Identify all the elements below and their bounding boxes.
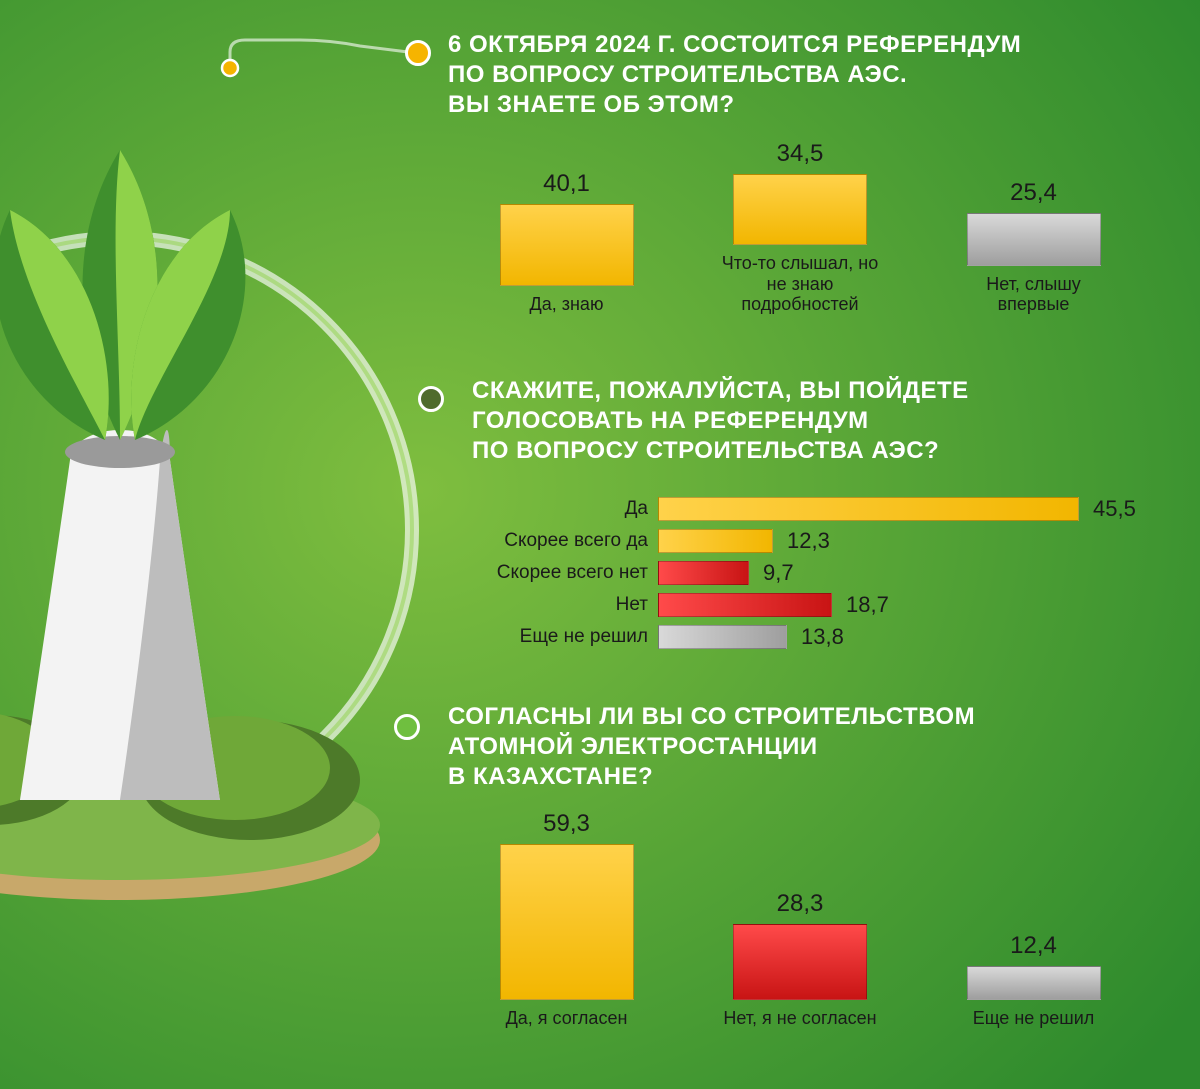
bar-item: 59,3 Да, я согласен <box>450 810 683 1029</box>
question-title: СОГЛАСНЫ ЛИ ВЫ СО СТРОИТЕЛЬСТВОМ АТОМНОЙ… <box>448 702 1188 792</box>
bar-item: 12,4 Еще не решил <box>917 932 1150 1029</box>
bar-item: Скорее всего да 12,3 <box>448 526 1168 556</box>
bar-value: 13,8 <box>801 624 844 650</box>
bar-item: 40,1 Да, знаю <box>450 170 683 315</box>
bar-value: 25,4 <box>1010 179 1057 207</box>
bar-value: 28,3 <box>777 890 824 918</box>
bar <box>967 213 1101 266</box>
bar-item: 25,4 Нет, слышу впервые <box>917 179 1150 315</box>
bar <box>658 561 749 585</box>
bar-label: Еще не решил <box>448 626 658 648</box>
bar <box>733 924 867 1000</box>
bar-label: Нет <box>448 594 658 616</box>
bar-value: 9,7 <box>763 560 794 586</box>
bar-value: 18,7 <box>846 592 889 618</box>
bar-value: 59,3 <box>543 810 590 838</box>
horizontal-bar-chart: Да 45,5 Скорее всего да 12,3 Скорее всего не… <box>448 492 1168 654</box>
bar-item: 28,3 Нет, я не согласен <box>684 890 917 1029</box>
bar-label: Скорее всего нет <box>448 562 658 584</box>
bar-label: Да <box>448 498 658 520</box>
bar <box>658 529 773 553</box>
section-bullet <box>394 714 420 740</box>
bar-value: 40,1 <box>543 170 590 198</box>
bar <box>658 593 832 617</box>
bar <box>500 204 634 286</box>
bar <box>658 497 1079 521</box>
bar-value: 34,5 <box>777 140 824 168</box>
bar-label: Да, я согласен <box>506 1008 628 1029</box>
vertical-bar-chart: 59,3 Да, я согласен 28,3 Нет, я не согласен… <box>450 810 1150 1029</box>
question-title: СКАЖИТЕ, ПОЖАЛУЙСТА, ВЫ ПОЙДЕТЕ ГОЛОСОВА… <box>472 376 1200 466</box>
bar-label: Еще не решил <box>973 1008 1095 1029</box>
bar-label: Скорее всего да <box>448 530 658 552</box>
bar-value: 12,4 <box>1010 932 1057 960</box>
bar <box>658 625 787 649</box>
section-bullet <box>405 40 431 66</box>
bar-label: Нет, слышу впервые <box>986 274 1081 315</box>
question-title: 6 ОКТЯБРЯ 2024 г. СОСТОИТСЯ РЕФЕРЕНДУМ П… <box>448 30 1188 120</box>
vertical-bar-chart: 40,1 Да, знаю 34,5 Что-то слышал, но не зна… <box>450 140 1150 315</box>
bar-item: Еще не решил 13,8 <box>448 622 1168 652</box>
bar-item: Скорее всего нет 9,7 <box>448 558 1168 588</box>
bar-label: Да, знаю <box>530 294 604 315</box>
bar-value: 12,3 <box>787 528 830 554</box>
section-bullet <box>418 386 444 412</box>
bar <box>733 174 867 245</box>
bar-item: Да 45,5 <box>448 494 1168 524</box>
bar-value: 45,5 <box>1093 496 1136 522</box>
bar-label: Что-то слышал, но не знаю подробностей <box>722 253 878 315</box>
bar-label: Нет, я не согласен <box>723 1008 876 1029</box>
bar-item: Нет 18,7 <box>448 590 1168 620</box>
bar <box>967 966 1101 1000</box>
bar <box>500 844 634 1000</box>
bar-item: 34,5 Что-то слышал, но не знаю подробност… <box>684 140 917 315</box>
